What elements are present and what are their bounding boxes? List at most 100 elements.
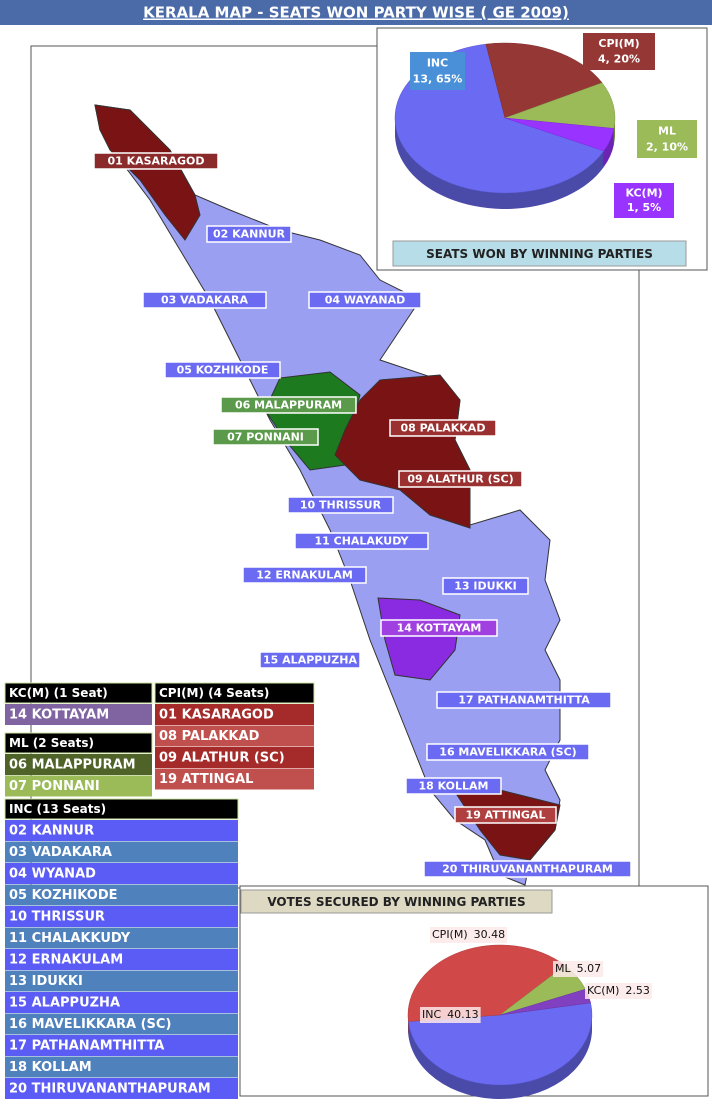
pie-slice — [408, 1002, 593, 1086]
region-kottayam — [377, 597, 461, 681]
table-row: 07 PONNANI — [9, 779, 100, 794]
map-label: 04 WAYANAD — [325, 294, 406, 307]
map-label-box — [436, 691, 612, 709]
map-label: 20 THIRUVANANTHAPURAM — [442, 863, 613, 876]
table-row-box — [5, 1056, 238, 1078]
data-label-box — [430, 927, 508, 943]
map-label-box — [206, 225, 292, 243]
data-label: 2, 10% — [646, 140, 688, 153]
table-row: 15 ALAPPUZHA — [9, 996, 120, 1011]
map-label: 18 KOLLAM — [419, 780, 489, 793]
map-label: 12 ERNAKULAM — [256, 569, 353, 582]
data-label-box — [553, 961, 604, 977]
legend-label: KC(M) — [625, 187, 662, 200]
table-row: 03 VADAKARA — [9, 845, 112, 860]
map-label-box — [294, 532, 429, 550]
pie-title: SEATS WON BY WINNING PARTIES — [426, 247, 653, 261]
map-label-box — [142, 291, 267, 309]
table-row-box — [5, 1035, 238, 1056]
map-label-box — [423, 860, 632, 878]
table-row-box — [5, 927, 238, 949]
page-title: KERALA MAP - SEATS WON PARTY WISE ( GE 2… — [143, 4, 569, 22]
map-label-box — [220, 396, 357, 414]
legend-label: ML — [555, 962, 571, 975]
table-row: 18 KOLLAM — [9, 1060, 92, 1075]
table-row-box — [5, 775, 152, 797]
map-label: 19 ATTINGAL — [466, 809, 546, 822]
map-label: 01 KASARAGOD — [107, 155, 204, 168]
data-label: 30.48 — [474, 928, 506, 941]
table-header: CPI(M) (4 Seats) — [159, 686, 269, 700]
map-label-box — [242, 566, 367, 584]
map-label-box — [164, 361, 281, 379]
map-label-box — [287, 496, 394, 514]
data-label: 40.13 — [447, 1008, 479, 1021]
legend-label: KC(M) — [587, 984, 619, 997]
table-header: INC (13 Seats) — [9, 802, 106, 816]
table-row-box — [155, 768, 314, 790]
data-label-box — [614, 183, 674, 218]
table-row: 09 ALATHUR (SC) — [159, 751, 285, 766]
map-label: 16 MAVELIKKARA (SC) — [439, 746, 576, 759]
table-row: 19 ATTINGAL — [159, 772, 253, 787]
legend-label: CPI(M) — [598, 37, 639, 50]
table-row-box — [155, 747, 314, 768]
map-label: 07 PONNANI — [227, 431, 304, 444]
table-row: 04 WYANAD — [9, 867, 96, 882]
table-row-box — [5, 949, 238, 970]
map-label-box — [405, 777, 502, 795]
table-row-box — [5, 970, 238, 992]
table-row-box — [155, 725, 314, 747]
map-label-box — [380, 619, 498, 637]
legend-label: INC — [422, 1008, 441, 1021]
data-label: 13, 65% — [413, 72, 463, 85]
table-row-box — [5, 754, 152, 775]
map-label: 03 VADAKARA — [161, 294, 249, 307]
table-row-box — [5, 841, 238, 863]
region-palakkad — [334, 374, 471, 529]
table-row-box — [5, 704, 152, 725]
table-row: 17 PATHANAMTHITTA — [9, 1039, 164, 1054]
legend-label: CPI(M) — [432, 928, 468, 941]
table-row: 14 KOTTAYAM — [9, 708, 109, 723]
table-row: 11 CHALAKKUDY — [9, 931, 131, 946]
data-label: 4, 20% — [598, 53, 640, 66]
table-header-box — [4, 682, 153, 704]
map-label: 05 KOZHIKODE — [177, 364, 269, 377]
map-label-box — [212, 428, 319, 446]
table-row: 10 THRISSUR — [9, 910, 105, 925]
table-row: 12 ERNAKULAM — [9, 953, 123, 968]
table-row-box — [5, 820, 238, 841]
pie-slice — [407, 944, 566, 1022]
map-label: 13 IDUKKI — [454, 580, 516, 593]
table-row: 05 KOZHIKODE — [9, 888, 118, 903]
table-row-box — [5, 884, 238, 906]
table-row: 16 MAVELIKKARA (SC) — [9, 1017, 171, 1032]
map-label: 08 PALAKKAD — [401, 422, 486, 435]
data-label: 1, 5% — [627, 201, 661, 214]
legend-label: INC — [427, 56, 448, 69]
data-label: 2.53 — [625, 984, 650, 997]
table-row: 02 KANNUR — [9, 824, 94, 839]
legend-label: ML — [658, 124, 676, 137]
table-header-box — [4, 798, 239, 820]
data-label-box — [420, 1007, 481, 1023]
table-header-box — [4, 732, 153, 754]
data-label-box — [583, 33, 655, 70]
table-row-box — [5, 1078, 238, 1099]
data-label-box — [585, 983, 652, 999]
map-label-box — [454, 806, 557, 824]
pie-slice — [485, 42, 603, 119]
title-bar — [0, 0, 712, 25]
table-header-box — [154, 682, 315, 704]
pie-title: VOTES SECURED BY WINNING PARTIES — [267, 895, 525, 909]
pie-slice — [504, 117, 615, 152]
map-label-box — [389, 419, 497, 437]
region-kasaragod — [94, 104, 201, 241]
map-label-box — [93, 152, 219, 170]
data-label-box — [637, 120, 697, 158]
pie-title-box — [240, 889, 553, 914]
map-label-box — [426, 743, 590, 761]
map-label-box — [442, 577, 529, 595]
